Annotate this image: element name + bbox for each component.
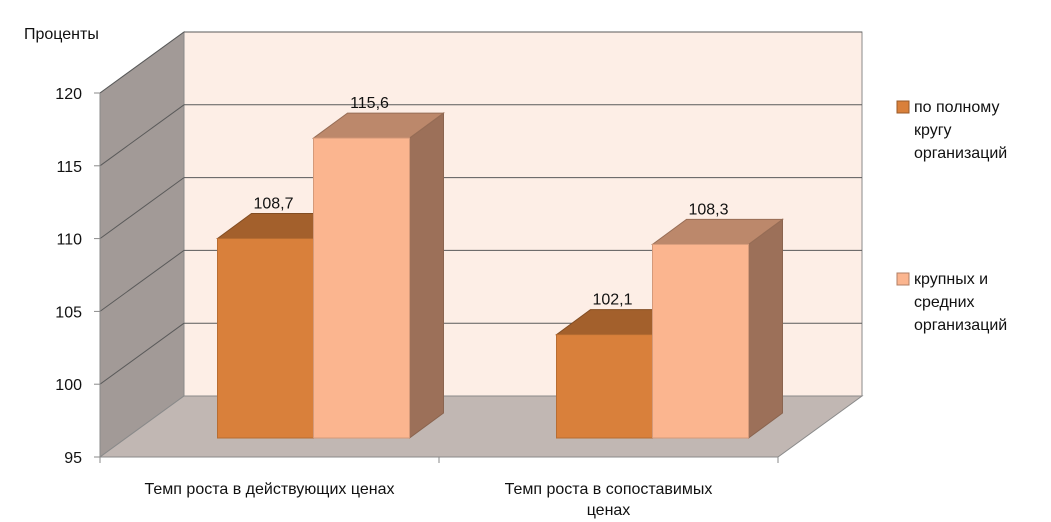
bar-side [409, 112, 444, 439]
legend-label: крупных и [914, 271, 988, 288]
data-label: 108,3 [688, 201, 728, 218]
x-category-label: Темп роста в действующих ценах [145, 481, 395, 498]
x-category-label: ценах [587, 502, 631, 519]
axes [94, 92, 779, 463]
data-label: 108,7 [253, 196, 293, 213]
gridline-side [99, 104, 185, 167]
legend: по полному кругу организаций крупных и средн… [896, 99, 1007, 334]
y-tick-label: 100 [55, 377, 82, 394]
bars [215, 112, 785, 439]
gridline-side [99, 249, 185, 312]
gridline-side [99, 177, 185, 240]
x-category-label: Темп роста в сопоставимых [505, 481, 713, 498]
bar [217, 238, 314, 439]
legend-label: организаций [914, 317, 1007, 334]
gridline-side [99, 31, 185, 94]
bar [313, 137, 410, 439]
y-tick-label: 120 [55, 86, 82, 103]
legend-label: по полному [914, 99, 999, 116]
legend-swatch [896, 100, 910, 114]
y-tick-label: 105 [55, 304, 82, 321]
legend-label: организаций [914, 145, 1007, 162]
side-wall [99, 31, 185, 458]
y-tick-label: 110 [56, 232, 82, 249]
data-label: 115,6 [350, 95, 389, 112]
y-axis-label: Проценты [24, 26, 99, 43]
y-tick-label: 95 [64, 450, 82, 467]
legend-label: кругу [914, 122, 952, 139]
legend-label: средних [914, 294, 975, 311]
gridline-side [99, 322, 185, 385]
bar-side [748, 218, 783, 439]
bar [556, 334, 653, 439]
legend-swatch [896, 272, 910, 286]
bar [652, 243, 749, 439]
labels: 95 100 105 110 115 120 Проценты Темп роста в де… [24, 26, 729, 519]
data-label: 102,1 [592, 292, 632, 309]
y-tick-label: 115 [56, 159, 82, 176]
